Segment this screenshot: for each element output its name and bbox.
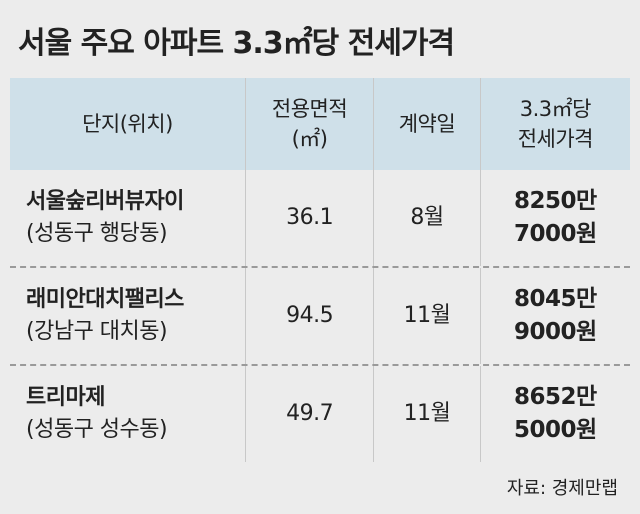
table-cell: 서울숲리버뷰자이 (성동구 행당동) — [10, 170, 245, 266]
table-cell: 계약일 — [373, 78, 479, 170]
cell-text: 트리마제 — [26, 385, 105, 411]
table-cell: 래미안대치팰리스 (강남구 대치동) — [10, 268, 245, 364]
cell-text: 36.1 — [286, 205, 334, 231]
cell-text: 전용면적 — [271, 96, 348, 121]
cell-text: (강남구 대치동) — [26, 319, 168, 344]
table-cell: 트리마제 (성동구 성수동) — [10, 366, 245, 462]
table-cell: 11월 — [373, 366, 479, 462]
table-cell: 8045만 9000원 — [479, 268, 630, 364]
table-cell: 36.1 — [244, 170, 373, 266]
table-cell: 단지(위치) — [10, 78, 245, 170]
cell-text: 11월 — [403, 401, 451, 427]
cell-text: 래미안대치팰리스 — [26, 287, 184, 313]
cell-text: 94.5 — [286, 303, 334, 329]
table-cell: 전용면적 (㎡) — [244, 78, 373, 170]
cell-text: 8045만 — [514, 285, 597, 312]
table-row: 트리마제 (성동구 성수동) 49.7 11월 8652만 5000원 — [10, 366, 630, 462]
table-row: 서울숲리버뷰자이 (성동구 행당동) 36.1 8월 8250만 7000원 — [10, 170, 630, 268]
table-row: 래미안대치팰리스 (강남구 대치동) 94.5 11월 8045만 9000원 — [10, 268, 630, 366]
source: 자료: 경제만랩 — [506, 478, 618, 499]
cell-text: 8652만 — [514, 383, 597, 410]
cell-text: 7000원 — [514, 221, 597, 247]
table-cell: 94.5 — [244, 268, 373, 364]
cell-text: 8월 — [410, 205, 444, 231]
title: 서울 주요 아파트 3.3㎡당 전세가격 — [18, 26, 455, 61]
table-cell: 11월 — [373, 268, 479, 364]
cell-text: 9000원 — [514, 319, 597, 345]
table-cell: 8250만 7000원 — [479, 170, 630, 266]
cell-text: (㎡) — [291, 127, 328, 151]
cell-text: 전세가격 — [517, 127, 594, 151]
table-cell: 8월 — [373, 170, 479, 266]
table-cell: 49.7 — [244, 366, 373, 462]
cell-text: 5000원 — [514, 417, 597, 443]
cell-text: (성동구 행당동) — [26, 221, 168, 246]
cell-text: (성동구 성수동) — [26, 417, 168, 442]
cell-text: 49.7 — [286, 401, 334, 427]
cell-text: 계약일 — [398, 111, 456, 136]
table-cell: 8652만 5000원 — [479, 366, 630, 462]
cell-text: 3.3㎡당 — [519, 96, 592, 121]
cell-text: 8250만 — [514, 187, 597, 214]
cell-text: 서울숲리버뷰자이 — [26, 189, 184, 215]
cell-text: 단지(위치) — [82, 111, 173, 136]
cell-text: 11월 — [403, 303, 451, 329]
